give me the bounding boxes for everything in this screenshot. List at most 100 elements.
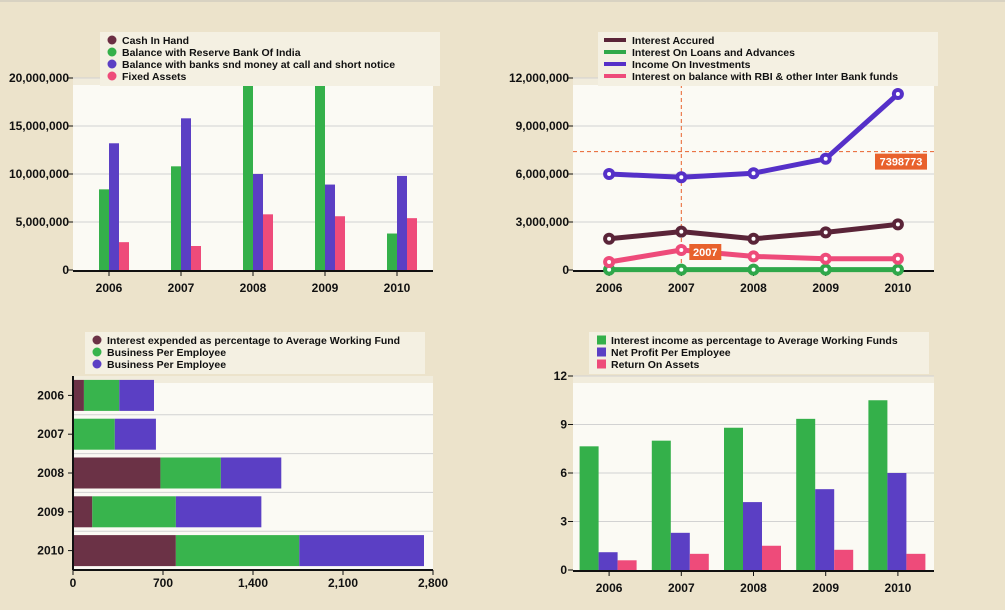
bar-segment bbox=[83, 379, 120, 411]
bar bbox=[868, 400, 888, 570]
x-tick-label: 2008 bbox=[740, 281, 767, 295]
legend-label: Fixed Assets bbox=[122, 71, 187, 83]
legend-label: Interest expended as percentage to Avera… bbox=[107, 335, 400, 347]
legend-label: Business Per Employee bbox=[107, 359, 226, 371]
x-tick-label: 2010 bbox=[885, 281, 912, 295]
bar bbox=[263, 214, 273, 270]
legend-marker bbox=[597, 347, 606, 357]
crosshair-x-label-box bbox=[689, 244, 722, 260]
bar bbox=[119, 242, 129, 270]
data-point-center bbox=[679, 267, 684, 272]
legend-label: Balance with Reserve Bank Of India bbox=[122, 47, 301, 59]
bar bbox=[243, 79, 253, 270]
x-tick-label: 2010 bbox=[384, 281, 411, 295]
data-point-center bbox=[607, 267, 612, 272]
data-point-center bbox=[679, 229, 684, 234]
data-point-center bbox=[895, 267, 900, 272]
bar bbox=[171, 166, 181, 270]
bar bbox=[335, 216, 345, 270]
data-point-center bbox=[751, 254, 756, 259]
legend-marker bbox=[604, 74, 626, 78]
data-point-center bbox=[607, 236, 612, 241]
legend-label: Interest income as percentage to Average… bbox=[611, 335, 898, 347]
bar bbox=[689, 553, 709, 570]
bar bbox=[315, 79, 325, 270]
x-tick-label: 2006 bbox=[596, 281, 623, 295]
data-point-center bbox=[751, 171, 756, 176]
bar-segment bbox=[73, 418, 115, 450]
y-tick-label: 6 bbox=[560, 466, 567, 480]
legend-marker bbox=[107, 71, 117, 81]
bar-segment bbox=[299, 535, 424, 567]
legend-label: Interest on balance with RBI & other Int… bbox=[632, 71, 898, 83]
x-tick-label: 700 bbox=[153, 576, 173, 590]
y-tick-label: 2009 bbox=[37, 505, 64, 519]
data-point-center bbox=[607, 172, 612, 176]
legend-label: Income On Investments bbox=[632, 59, 751, 71]
bar bbox=[743, 502, 762, 570]
x-tick-label: 2009 bbox=[812, 281, 839, 295]
bar-segment bbox=[175, 535, 300, 567]
x-tick-label: 2007 bbox=[668, 581, 695, 595]
y-tick-label: 9 bbox=[560, 418, 567, 432]
x-tick-label: 2009 bbox=[312, 281, 339, 295]
bar bbox=[887, 473, 907, 570]
legend-marker bbox=[107, 35, 117, 45]
legend-marker bbox=[604, 62, 626, 66]
legend-label: Interest Accured bbox=[632, 35, 714, 47]
legend-box bbox=[85, 332, 425, 374]
bar bbox=[815, 489, 835, 570]
y-tick-label: 2007 bbox=[37, 427, 64, 441]
data-point-center bbox=[823, 267, 828, 272]
data-point-center bbox=[895, 92, 900, 96]
y-tick-label: 3,000,000 bbox=[516, 215, 570, 229]
x-tick-label: 2007 bbox=[668, 281, 695, 295]
x-tick-label: 2,800 bbox=[418, 576, 448, 590]
legend-marker bbox=[597, 335, 606, 345]
y-tick-label: 20,000,000 bbox=[9, 71, 69, 85]
top-border bbox=[0, 0, 1005, 2]
y-tick-label: 10,000,000 bbox=[9, 167, 69, 181]
legend-label: Net Profit Per Employee bbox=[611, 347, 731, 359]
bar-segment bbox=[114, 418, 156, 450]
data-point-center bbox=[607, 260, 612, 264]
bar-segment bbox=[73, 496, 93, 528]
bar-segment bbox=[220, 457, 282, 489]
bar bbox=[109, 143, 119, 270]
y-tick-label: 6,000,000 bbox=[516, 167, 570, 181]
plot-top-band bbox=[73, 376, 433, 383]
legend-marker bbox=[597, 359, 606, 369]
y-tick-label: 9,000,000 bbox=[516, 119, 570, 133]
x-tick-label: 2007 bbox=[168, 281, 195, 295]
bar bbox=[191, 246, 201, 270]
crosshair-y-label: 7398773 bbox=[880, 157, 923, 169]
legend-marker bbox=[107, 47, 117, 57]
crosshair-y-label-box bbox=[875, 153, 927, 170]
y-tick-label: 0 bbox=[562, 263, 569, 277]
plot-top-band bbox=[573, 376, 934, 383]
y-tick-label: 2008 bbox=[37, 466, 64, 480]
x-tick-label: 2010 bbox=[885, 581, 912, 595]
data-point-center bbox=[823, 156, 828, 161]
y-tick-label: 15,000,000 bbox=[9, 119, 69, 133]
data-point-center bbox=[823, 256, 828, 261]
bar bbox=[617, 560, 637, 570]
y-tick-label: 2010 bbox=[37, 544, 64, 558]
legend-marker bbox=[92, 347, 102, 357]
x-tick-label: 2006 bbox=[596, 581, 623, 595]
bar bbox=[598, 552, 618, 570]
bar bbox=[762, 545, 781, 570]
x-tick-label: 2008 bbox=[740, 581, 767, 595]
bar bbox=[670, 532, 690, 570]
x-tick-label: 2009 bbox=[812, 581, 839, 595]
bar bbox=[253, 174, 263, 270]
legend-marker bbox=[604, 38, 626, 42]
legend-label: Return On Assets bbox=[611, 359, 699, 371]
legend-marker bbox=[604, 50, 626, 54]
data-point-center bbox=[751, 267, 756, 272]
legend-marker bbox=[92, 359, 102, 369]
